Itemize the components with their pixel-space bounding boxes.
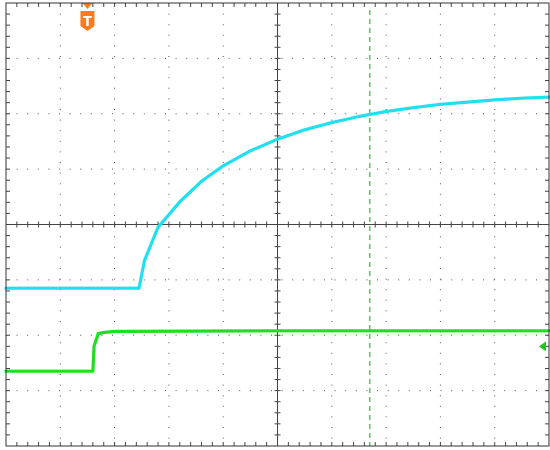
trigger-badge: [80, 11, 95, 31]
waveform-channel-2: [4, 329, 550, 373]
trigger-marker: T: [80, 3, 95, 31]
series-layer: [4, 95, 550, 373]
waveform-channel-1: [4, 95, 550, 290]
trigger-position-arrow: [82, 3, 93, 9]
marker-layer: T: [80, 3, 546, 352]
plot-frame: [5, 2, 550, 447]
channel-level-marker: [539, 341, 546, 352]
trigger-label: T: [83, 15, 92, 30]
